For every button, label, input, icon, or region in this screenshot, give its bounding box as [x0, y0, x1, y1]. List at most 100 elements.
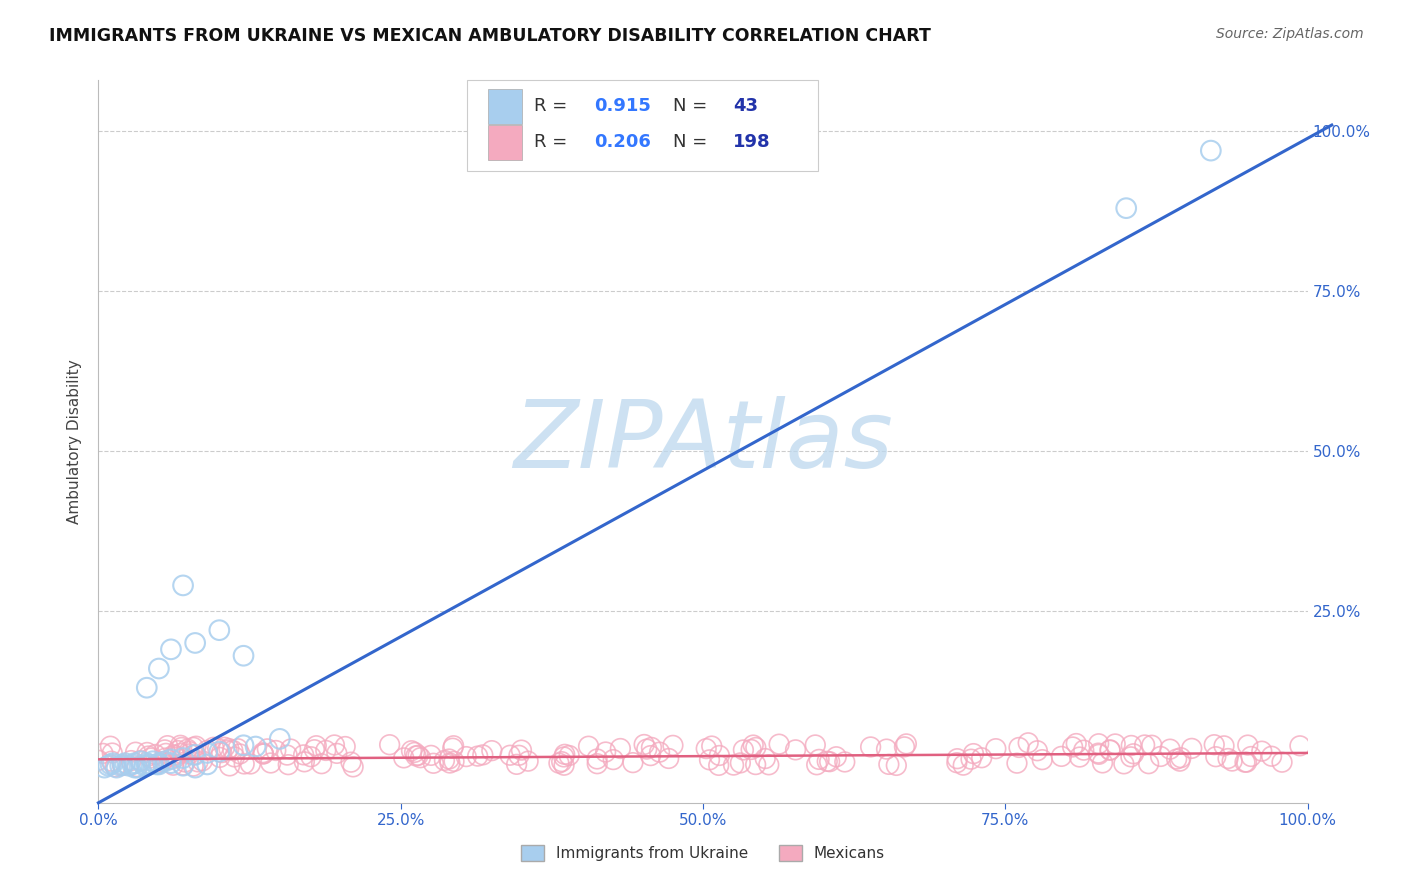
Point: [984, 741, 1007, 756]
Point: [1069, 750, 1091, 764]
Point: [834, 755, 856, 769]
Point: [202, 740, 225, 755]
Point: [184, 739, 207, 754]
Point: [1026, 744, 1049, 758]
Text: 198: 198: [734, 134, 770, 152]
Point: [305, 739, 328, 753]
Point: [169, 739, 191, 753]
Point: [471, 747, 494, 762]
Point: [554, 747, 576, 762]
Text: 43: 43: [734, 97, 758, 115]
Point: [153, 754, 176, 768]
Point: [153, 743, 176, 757]
Point: [768, 737, 790, 751]
Point: [970, 751, 993, 765]
Point: [621, 756, 644, 770]
Point: [256, 742, 278, 756]
Point: [100, 739, 122, 754]
Point: [517, 754, 540, 768]
Point: [401, 744, 423, 758]
Point: [211, 746, 233, 760]
Point: [700, 739, 723, 753]
Point: [162, 758, 184, 772]
Point: [226, 741, 249, 756]
Point: [1236, 738, 1258, 752]
Point: [406, 748, 429, 763]
Point: [439, 756, 461, 770]
Point: [1031, 753, 1053, 767]
Point: [183, 740, 205, 755]
Point: [232, 738, 254, 752]
Point: [129, 754, 152, 768]
Point: [804, 738, 827, 752]
Point: [648, 745, 671, 759]
Point: [1140, 738, 1163, 752]
Point: [184, 747, 207, 762]
Point: [207, 741, 229, 756]
Point: [1159, 742, 1181, 756]
Point: [172, 758, 194, 772]
Point: [315, 743, 337, 757]
Point: [138, 749, 160, 764]
Point: [508, 748, 530, 763]
Point: [292, 755, 315, 769]
Point: [815, 755, 838, 769]
Point: [252, 747, 274, 761]
Point: [1166, 752, 1188, 766]
Point: [578, 739, 600, 754]
Point: [335, 739, 357, 754]
Point: [640, 740, 662, 755]
Point: [148, 756, 170, 771]
Point: [754, 751, 776, 765]
Point: [218, 741, 240, 756]
Point: [184, 761, 207, 775]
Point: [825, 749, 848, 764]
FancyBboxPatch shape: [467, 80, 818, 170]
Point: [1087, 746, 1109, 760]
Point: [1099, 743, 1122, 757]
Point: [224, 750, 246, 764]
Point: [177, 744, 200, 758]
Point: [114, 756, 136, 771]
Point: [252, 746, 274, 760]
Point: [233, 756, 256, 771]
Text: 0.915: 0.915: [595, 97, 651, 115]
Point: [695, 741, 717, 756]
Point: [135, 681, 157, 695]
Point: [1260, 749, 1282, 764]
Point: [277, 757, 299, 772]
Point: [707, 758, 730, 772]
Point: [962, 747, 984, 761]
Point: [276, 747, 298, 762]
Point: [208, 750, 231, 764]
Point: [658, 751, 681, 765]
Point: [1121, 739, 1143, 753]
Point: [1240, 749, 1263, 764]
Point: [167, 743, 190, 757]
Point: [172, 751, 194, 765]
FancyBboxPatch shape: [488, 89, 522, 124]
Point: [100, 757, 122, 772]
Point: [124, 756, 146, 771]
Point: [135, 758, 157, 772]
Point: [214, 740, 236, 755]
Point: [184, 636, 207, 650]
Point: [481, 744, 503, 758]
Point: [138, 757, 160, 772]
Point: [1220, 754, 1243, 768]
Point: [148, 661, 170, 675]
Point: [1091, 756, 1114, 770]
Point: [636, 742, 658, 756]
Point: [160, 752, 183, 766]
Point: [252, 747, 274, 761]
Point: [139, 751, 162, 765]
Text: R =: R =: [534, 134, 572, 152]
Point: [120, 754, 142, 768]
Point: [808, 752, 831, 766]
Point: [548, 756, 571, 771]
Point: [876, 742, 898, 756]
FancyBboxPatch shape: [488, 125, 522, 160]
Point: [420, 748, 443, 763]
Point: [1170, 750, 1192, 764]
Point: [742, 738, 765, 752]
